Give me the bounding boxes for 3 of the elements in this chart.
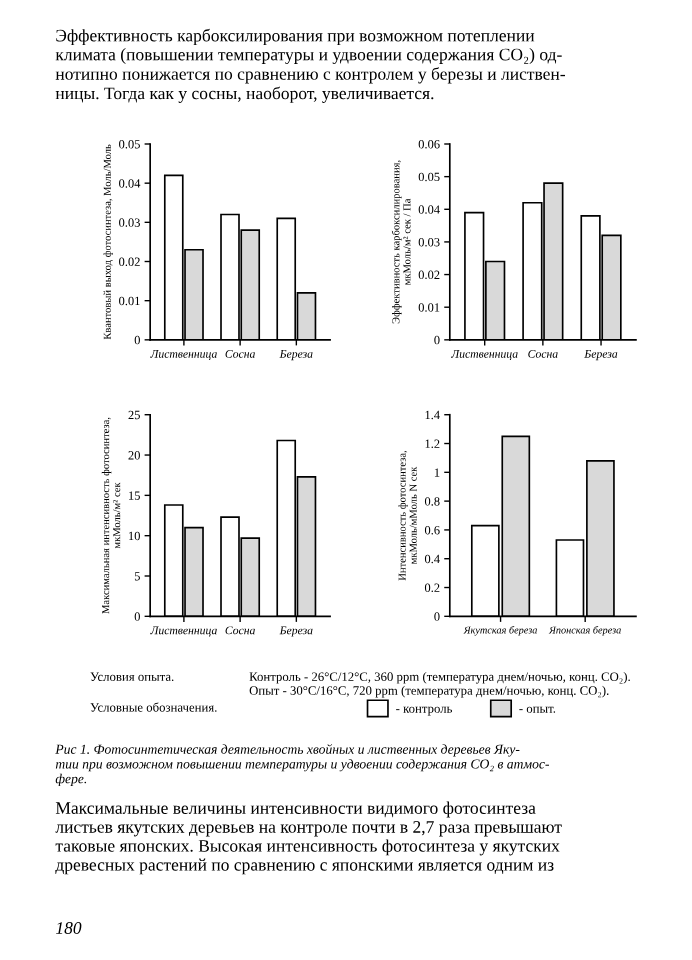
- text: Эффективность карбоксилирования при возможном потеплении климата (повышении температуры и удвоении содержания CO₂) од- нотипно понижается по сравнению с контролем у березы и листвен- ницы. Тогда как у сосны, наоборот, увеличивается.: [55, 28, 565, 103]
- text: Максимальные величины интенсивности видимого фотосинтеза листьев якутских деревьев на контроле почти в 2,7 раза превышают таковые японских. Высокая интенсивность фотосинтеза у якутских древесных растений по сравнению с японскими является одним из: [55, 801, 562, 875]
- text: 180: [55, 922, 82, 934]
